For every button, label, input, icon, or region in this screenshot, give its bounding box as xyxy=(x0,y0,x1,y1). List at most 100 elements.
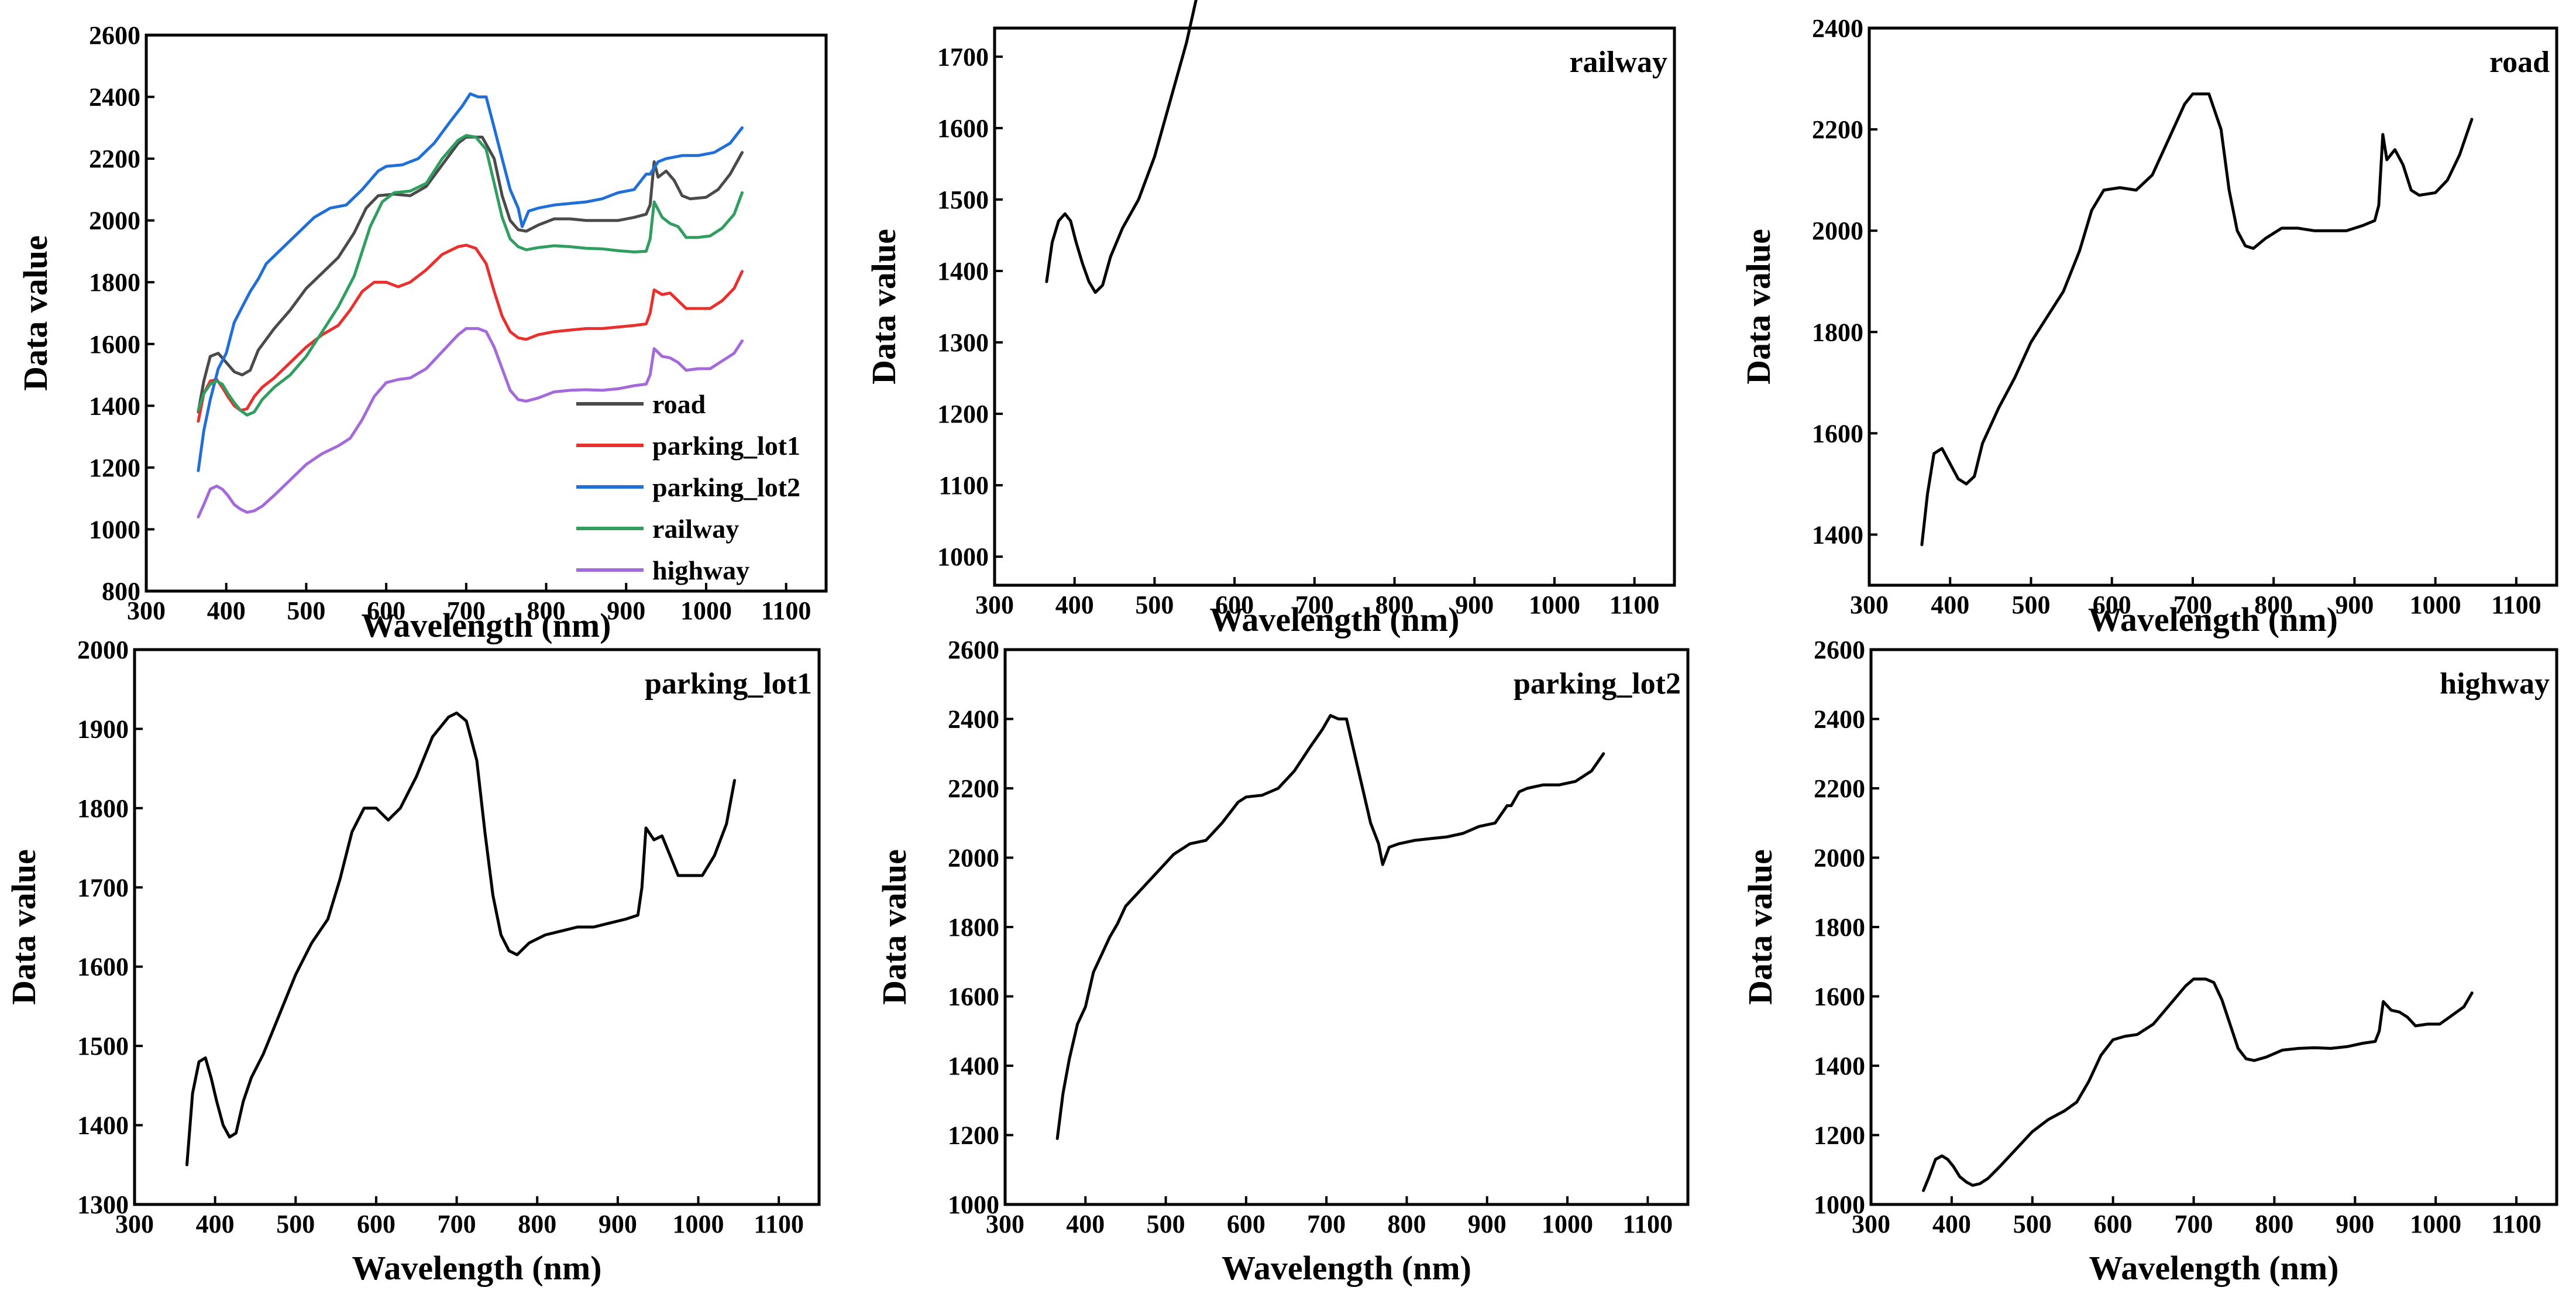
panel-title: road xyxy=(2489,46,2550,79)
x-tick-label: 700 xyxy=(438,1210,476,1238)
y-tick-label: 2400 xyxy=(1814,705,1865,734)
plot-frame xyxy=(133,648,821,1206)
x-tick-label: 300 xyxy=(115,1210,154,1238)
x-tick-label: 900 xyxy=(599,1210,637,1238)
y-tick-label: 2200 xyxy=(89,145,140,173)
y-tick-label: 1400 xyxy=(1814,1052,1865,1080)
legend-label-railway: railway xyxy=(652,514,739,544)
x-tick-label: 900 xyxy=(1468,1210,1507,1238)
y-tick-label: 800 xyxy=(102,577,140,606)
series-line-railway xyxy=(197,134,744,417)
y-tick-label: 1800 xyxy=(1814,913,1865,942)
y-tick-label: 1400 xyxy=(77,1111,129,1140)
series-line-parking_lot1 xyxy=(185,711,736,1166)
x-tick-label: 600 xyxy=(357,1210,395,1238)
y-tick-label: 1300 xyxy=(77,1190,129,1219)
x-tick-label: 800 xyxy=(518,1210,556,1238)
y-tick-label: 2000 xyxy=(89,207,140,235)
y-tick-label: 1600 xyxy=(1814,983,1865,1011)
chart-panel-road: 300 400 500 600 700 800 900 1000 1100 1400 1600 180… xyxy=(1739,14,2558,639)
chart-panel-parking_lot2: 300 400 500 600 700 800 900 1000 1100 1000 1200 140… xyxy=(875,636,1690,1287)
x-tick-label: 800 xyxy=(527,596,566,625)
y-tick-label: 1500 xyxy=(77,1032,129,1060)
x-tick-label: 900 xyxy=(2335,591,2374,619)
x-tick-label: 500 xyxy=(2011,591,2050,619)
y-axis-title: Data value xyxy=(1741,849,1779,1005)
x-tick-label: 1100 xyxy=(761,596,811,625)
y-tick-label: 2000 xyxy=(1814,844,1865,873)
y-tick-label: 1800 xyxy=(89,268,140,297)
x-tick-label: 800 xyxy=(1375,591,1414,619)
x-tick-label: 400 xyxy=(207,596,246,625)
x-tick-label: 700 xyxy=(1307,1210,1346,1238)
series-line-parking_lot2 xyxy=(197,92,744,472)
x-tick-label: 900 xyxy=(607,596,645,625)
y-tick-label: 1700 xyxy=(937,43,989,71)
x-tick-label: 1000 xyxy=(2410,591,2461,619)
y-tick-label: 1600 xyxy=(937,114,989,143)
x-tick-label: 600 xyxy=(1215,591,1254,619)
plot-frame xyxy=(1869,648,2558,1206)
y-tick-label: 1500 xyxy=(937,186,989,214)
y-tick-label: 2200 xyxy=(948,774,999,803)
y-tick-label: 2400 xyxy=(948,705,999,734)
x-axis-title: Wavelength (nm) xyxy=(1210,600,1460,639)
y-axis-title: Data value xyxy=(5,849,43,1005)
y-tick-label: 1000 xyxy=(1814,1190,1865,1219)
x-tick-label: 400 xyxy=(196,1210,235,1238)
x-tick-label: 1000 xyxy=(2410,1210,2461,1238)
x-tick-label: 600 xyxy=(367,596,405,625)
plot-frame xyxy=(1003,648,1690,1206)
chart-panel-highway: 300 400 500 600 700 800 900 1000 1100 1000 1200 140… xyxy=(1741,636,2558,1287)
x-tick-label: 300 xyxy=(1852,1210,1890,1238)
x-tick-label: 500 xyxy=(287,596,325,625)
x-tick-label: 700 xyxy=(447,596,486,625)
x-tick-label: 1100 xyxy=(1609,591,1660,619)
x-tick-label: 1000 xyxy=(1529,591,1580,619)
y-tick-label: 1600 xyxy=(77,953,129,981)
y-tick-label: 1200 xyxy=(948,1121,999,1150)
x-tick-label: 500 xyxy=(276,1210,315,1238)
y-tick-label: 1200 xyxy=(937,400,989,428)
x-axis-title: Wavelength (nm) xyxy=(2088,600,2338,639)
legend-label-parking_lot2: parking_lot2 xyxy=(652,472,800,502)
y-tick-label: 2200 xyxy=(1812,115,1863,144)
series-line-highway xyxy=(197,327,744,519)
x-tick-label: 800 xyxy=(1387,1210,1426,1238)
y-axis-title: Data value xyxy=(16,235,54,391)
y-tick-label: 1400 xyxy=(937,257,989,286)
legend-label-road: road xyxy=(652,389,706,419)
y-tick-label: 2000 xyxy=(77,636,129,664)
series-line-highway xyxy=(1922,977,2474,1192)
y-tick-label: 1400 xyxy=(89,392,140,420)
y-tick-label: 2000 xyxy=(1812,217,1863,245)
y-tick-label: 1600 xyxy=(1812,419,1863,448)
x-tick-label: 600 xyxy=(2094,1210,2133,1238)
chart-panel-railway: 300 400 500 600 700 800 900 1000 1100 1000 1100 120… xyxy=(865,0,1676,639)
legend-label-highway: highway xyxy=(652,555,749,585)
x-tick-label: 500 xyxy=(2013,1210,2052,1238)
x-tick-label: 500 xyxy=(1135,591,1174,619)
y-tick-label: 1800 xyxy=(77,794,129,823)
x-tick-label: 1100 xyxy=(2491,591,2541,619)
y-axis-title: Data value xyxy=(865,229,903,385)
y-tick-label: 2000 xyxy=(948,844,999,873)
x-tick-label: 1000 xyxy=(673,1210,724,1238)
x-axis-title: Wavelength (nm) xyxy=(1222,1249,1471,1287)
x-tick-label: 700 xyxy=(2173,591,2212,619)
panel-title: parking_lot1 xyxy=(645,667,812,701)
y-tick-label: 1400 xyxy=(948,1052,999,1080)
x-tick-label: 500 xyxy=(1147,1210,1185,1238)
x-axis-title: Wavelength (nm) xyxy=(352,1249,602,1287)
x-tick-label: 300 xyxy=(1850,591,1889,619)
plot-frame xyxy=(145,33,828,593)
x-tick-label: 1100 xyxy=(1623,1210,1673,1238)
x-tick-label: 700 xyxy=(1295,591,1334,619)
x-tick-label: 300 xyxy=(127,596,166,625)
y-tick-label: 2600 xyxy=(89,21,140,50)
y-tick-label: 2200 xyxy=(1814,774,1865,803)
x-tick-label: 400 xyxy=(1066,1210,1105,1238)
x-tick-label: 1100 xyxy=(2491,1210,2541,1238)
